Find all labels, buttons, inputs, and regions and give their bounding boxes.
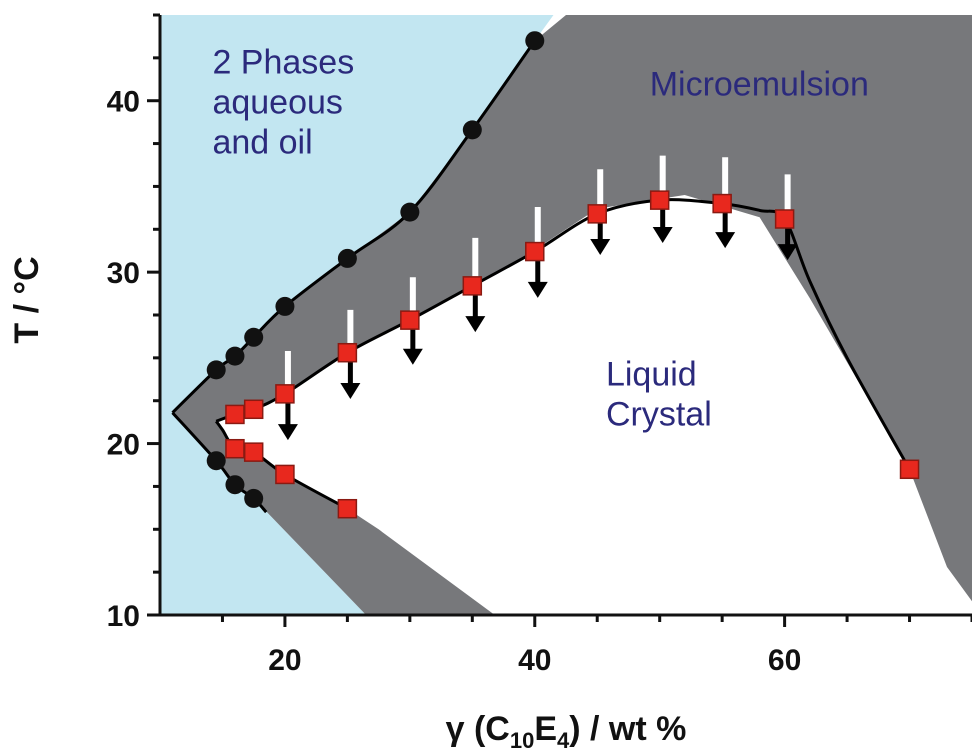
y-tick-label: 20: [107, 429, 140, 462]
square-marker: [774, 209, 795, 229]
circle-marker: [462, 120, 482, 140]
x-axis-label: γ (C10E4) / wt %: [446, 710, 687, 753]
x-axis-ticks: 20 40 60: [220, 615, 972, 677]
cooling-arrow-head: [277, 424, 298, 441]
square-marker: [225, 404, 245, 425]
y-axis-ticks: 10 20 30 40: [107, 13, 160, 633]
square-marker: [587, 204, 607, 224]
circle-marker: [275, 296, 295, 316]
circle-marker: [244, 488, 264, 508]
circle-marker: [206, 451, 226, 471]
y-tick-label: 40: [107, 86, 140, 119]
label-two-phases-line-2: aqueous: [212, 83, 342, 121]
data-markers: [206, 31, 920, 519]
circle-marker: [244, 327, 264, 347]
region-two-phase: [160, 15, 554, 615]
square-marker: [525, 241, 545, 262]
circle-marker: [337, 248, 357, 268]
x-axis-label-sub-ethoxy: 4: [557, 728, 570, 753]
label-microemulsion-line-1: Microemulsion: [650, 66, 869, 104]
circle-marker: [525, 31, 545, 51]
x-tick-label: 20: [268, 644, 301, 677]
square-marker: [275, 384, 295, 404]
x-axis-label-prefix: γ (C: [446, 710, 510, 748]
circle-marker: [225, 346, 245, 366]
region-microemulsion: [172, 15, 972, 615]
square-marker: [462, 276, 483, 296]
y-axis-label: T / °C: [8, 256, 46, 343]
x-tick-label: 60: [768, 644, 801, 677]
cooling-arrow-head: [777, 244, 798, 261]
x-axis-label-mid: E: [534, 710, 557, 748]
cooling-arrow-head: [590, 239, 611, 255]
circle-marker: [206, 360, 226, 380]
axes: 20 40 60 10 20 30 40: [107, 13, 972, 677]
label-two-phases-line-1: 2 Phases: [212, 43, 354, 81]
square-marker: [243, 442, 264, 462]
y-tick-label: 30: [107, 257, 140, 290]
cooling-arrow-head: [402, 348, 423, 365]
cooling-arrow-head: [652, 227, 673, 243]
circle-marker: [225, 475, 245, 495]
square-marker: [275, 464, 295, 485]
y-tick-label: 10: [107, 600, 140, 633]
square-marker: [225, 438, 245, 459]
x-axis-label-sub-carbon: 10: [510, 728, 534, 753]
label-liquid-crystal-line-1: Liquid: [606, 355, 697, 393]
square-marker: [337, 498, 358, 519]
circle-marker: [400, 202, 420, 222]
square-marker: [712, 193, 732, 214]
square-marker: [243, 399, 264, 420]
x-tick-label: 40: [518, 644, 551, 677]
label-liquid-crystal-line-2: Crystal: [606, 395, 712, 433]
cooling-arrow-head: [465, 316, 486, 333]
square-marker: [649, 190, 670, 210]
square-marker: [899, 459, 920, 480]
phase-regions: [160, 15, 972, 615]
x-axis-label-suffix: ) / wt %: [569, 710, 686, 748]
label-two-phases-line-3: and oil: [212, 123, 312, 161]
cooling-arrow-head: [340, 383, 361, 399]
cooling-arrow-head: [527, 281, 548, 298]
cooling-arrow-head: [715, 232, 736, 249]
square-marker: [337, 342, 358, 363]
square-marker: [400, 310, 420, 330]
